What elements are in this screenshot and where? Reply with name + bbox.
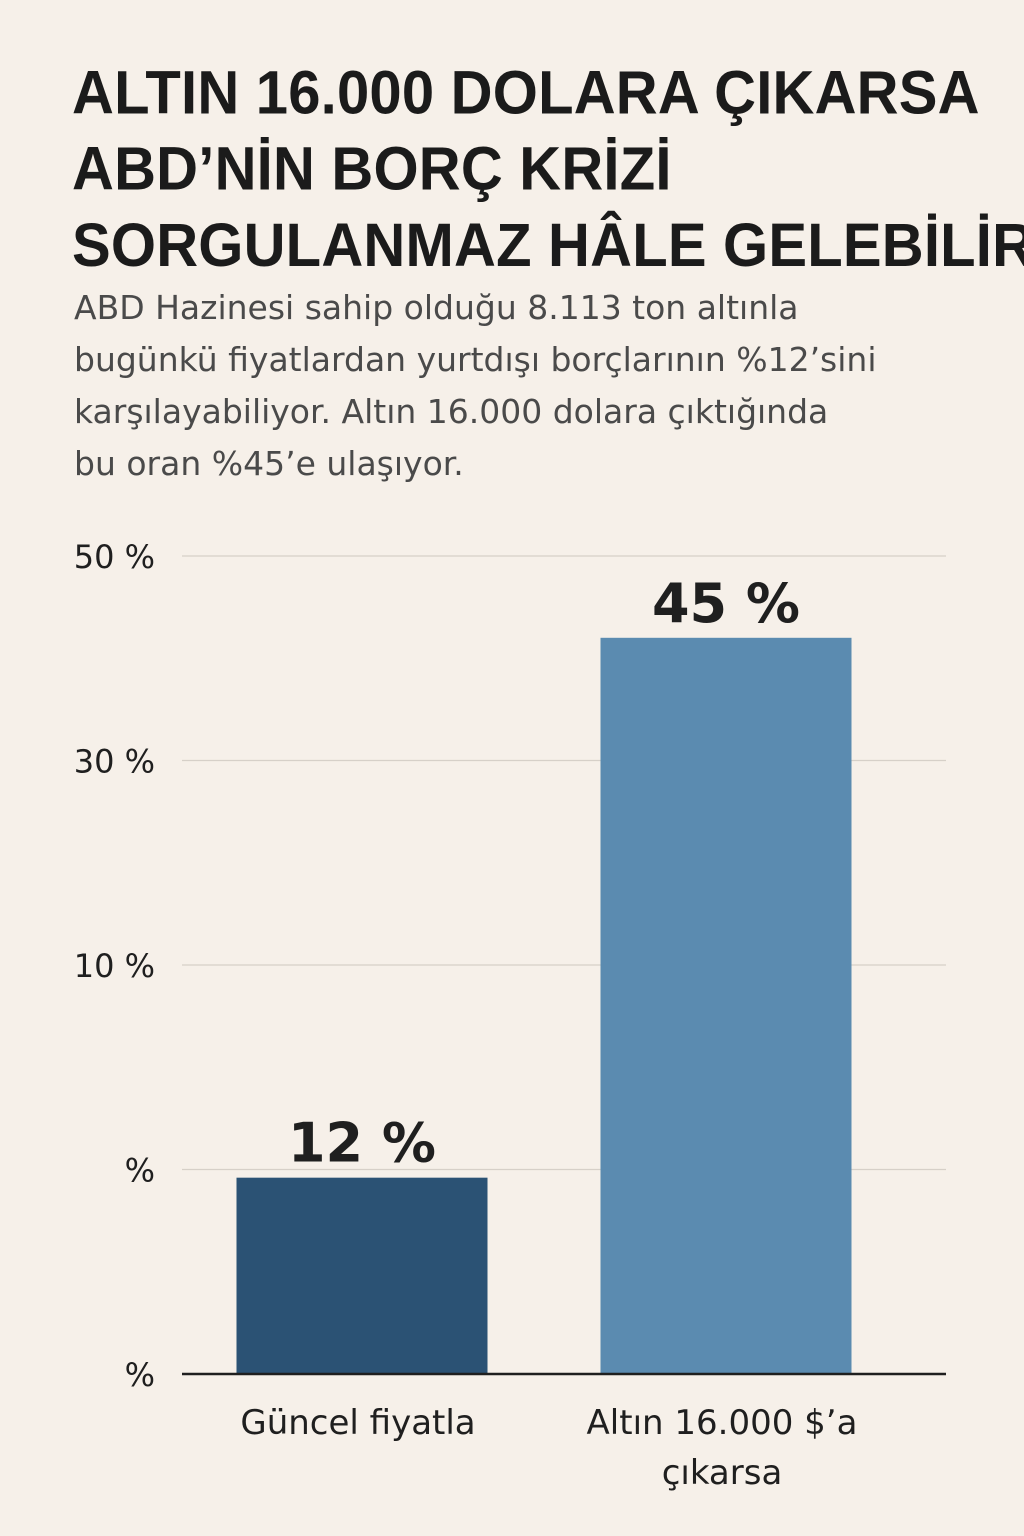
subtitle: ABD Hazinesi sahip olduğu 8.113 ton altı…	[74, 282, 974, 490]
headline-line-1: ALTIN 16.000 DOLARA ÇIKARSA	[72, 58, 980, 128]
x-category-label: Altın 16.000 $’a	[587, 1403, 858, 1443]
bar-value-label: 12 %	[288, 1112, 436, 1175]
subtitle-line-3: karşılayabiliyor. Altın 16.000 dolara çı…	[74, 392, 829, 431]
bar-2	[600, 637, 852, 1374]
bar-chart: 50 % 30 % 10 %%% 12 % 45 % Güncel fiyatla Altı…	[74, 538, 946, 1493]
headline-line-3: SORGULANMAZ HÂLE GELEBİLİR	[72, 210, 1024, 280]
y-tick-label: 10 %	[74, 947, 155, 985]
bar-1	[236, 1177, 488, 1374]
y-tick-label: %	[125, 1356, 155, 1394]
bar-value-label: 45 %	[652, 572, 800, 635]
subtitle-line-2: bugünkü fiyatlardan yurtdışı borçlarının…	[74, 340, 877, 379]
subtitle-line-1: ABD Hazinesi sahip olduğu 8.113 ton altı…	[74, 288, 799, 327]
subtitle-line-4: bu oran %45’e ulaşıyor.	[74, 444, 464, 483]
headline: ALTIN 16.000 DOLARA ÇIKARSA ABD’NİN BORÇ…	[72, 55, 1024, 284]
headline-line-2: ABD’NİN BORÇ KRİZİ	[72, 134, 672, 204]
y-tick-label: %	[125, 1152, 155, 1190]
x-category-label: Güncel fiyatla	[240, 1403, 475, 1443]
y-tick-label: 30 %	[74, 743, 155, 781]
x-category-label: çıkarsa	[662, 1453, 783, 1493]
y-tick-label: 50 %	[74, 538, 155, 576]
